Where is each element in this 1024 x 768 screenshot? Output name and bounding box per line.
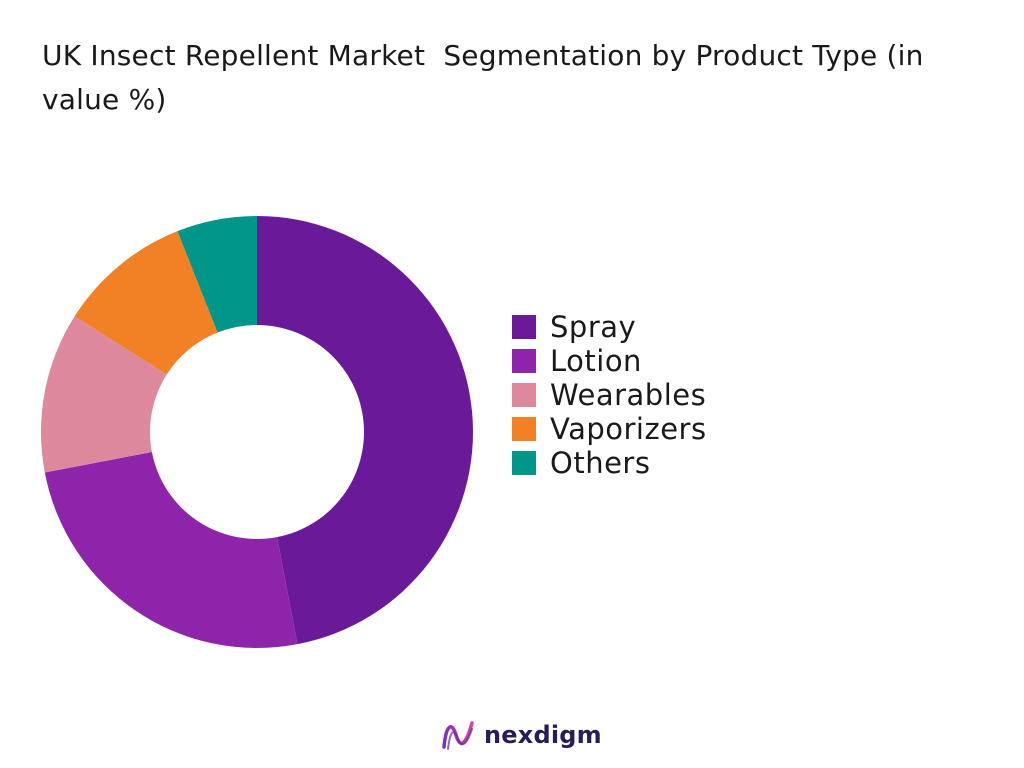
slice-wearables xyxy=(41,316,167,473)
legend-swatch xyxy=(512,349,536,373)
legend-label: Wearables xyxy=(550,378,707,412)
slice-lotion xyxy=(44,452,298,648)
legend-label: Spray xyxy=(550,310,637,344)
donut-chart xyxy=(41,216,474,648)
legend-swatch xyxy=(512,417,536,441)
slice-others xyxy=(177,216,257,333)
legend-item-spray: Spray xyxy=(512,310,707,344)
slice-vaporizers xyxy=(74,231,218,375)
legend-item-lotion: Lotion xyxy=(512,344,707,378)
legend-item-vaporizers: Vaporizers xyxy=(512,412,707,446)
legend-label: Others xyxy=(550,446,651,480)
chart-title: UK Insect Repellent Market Segmentation … xyxy=(42,39,933,116)
legend-swatch xyxy=(512,383,536,407)
legend-swatch xyxy=(512,451,536,475)
donut-slices xyxy=(41,216,474,648)
brand-name: nexdigm xyxy=(484,721,602,749)
legend-swatch xyxy=(512,315,536,339)
legend-item-others: Others xyxy=(512,446,707,480)
legend-item-wearables: Wearables xyxy=(512,378,707,412)
slice-spray xyxy=(257,216,474,645)
chart-legend: Spray Lotion Wearables Vaporizers Others xyxy=(512,310,707,480)
brand-logo: nexdigm xyxy=(440,715,602,755)
nexdigm-wave-icon xyxy=(442,721,474,750)
legend-label: Vaporizers xyxy=(550,412,707,446)
legend-label: Lotion xyxy=(550,344,642,378)
